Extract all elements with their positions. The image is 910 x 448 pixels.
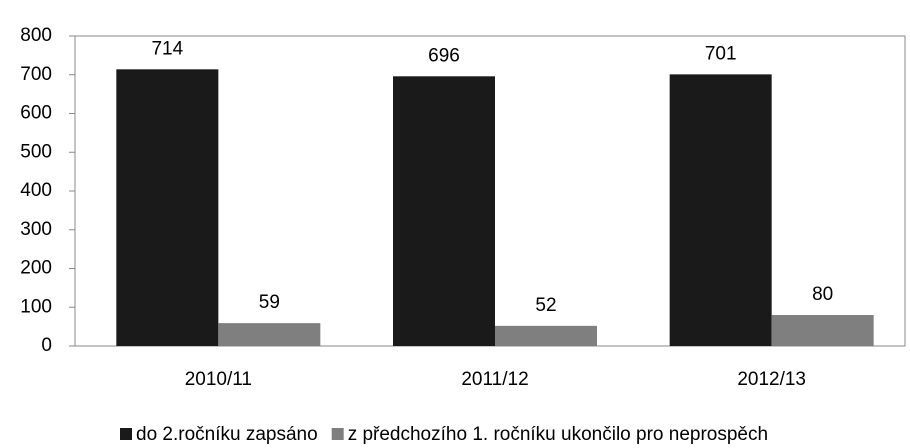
x-tick-label: 2010/11 <box>185 369 252 390</box>
bar <box>669 74 772 347</box>
y-tick-label: 0 <box>41 335 52 356</box>
bar <box>116 69 219 346</box>
data-label: 59 <box>259 292 280 313</box>
legend-swatch <box>331 428 344 440</box>
data-label: 52 <box>535 295 556 316</box>
y-tick-label: 300 <box>20 219 52 240</box>
bar <box>393 76 495 347</box>
legend-label: do 2.ročníku zapsáno <box>136 424 318 445</box>
x-tick-label: 2011/12 <box>461 369 528 390</box>
data-label: 696 <box>428 45 460 66</box>
y-tick-label: 600 <box>20 103 52 124</box>
y-tick-label: 500 <box>20 141 52 162</box>
y-tick-label: 700 <box>20 64 52 85</box>
legend-swatch <box>120 428 132 440</box>
y-tick-label: 200 <box>20 258 52 279</box>
x-tick-label: 2012/13 <box>737 369 806 390</box>
y-tick-label: 100 <box>20 296 52 317</box>
bar <box>771 315 874 346</box>
data-label: 714 <box>151 38 183 59</box>
legend-label: z předchozího 1. ročníku ukončilo pro ne… <box>348 424 768 445</box>
bar <box>495 325 597 346</box>
y-tick-label: 400 <box>20 180 52 201</box>
data-label: 80 <box>812 284 833 305</box>
y-tick-label: 800 <box>20 25 52 46</box>
bar <box>218 323 321 346</box>
data-label: 701 <box>705 43 737 64</box>
